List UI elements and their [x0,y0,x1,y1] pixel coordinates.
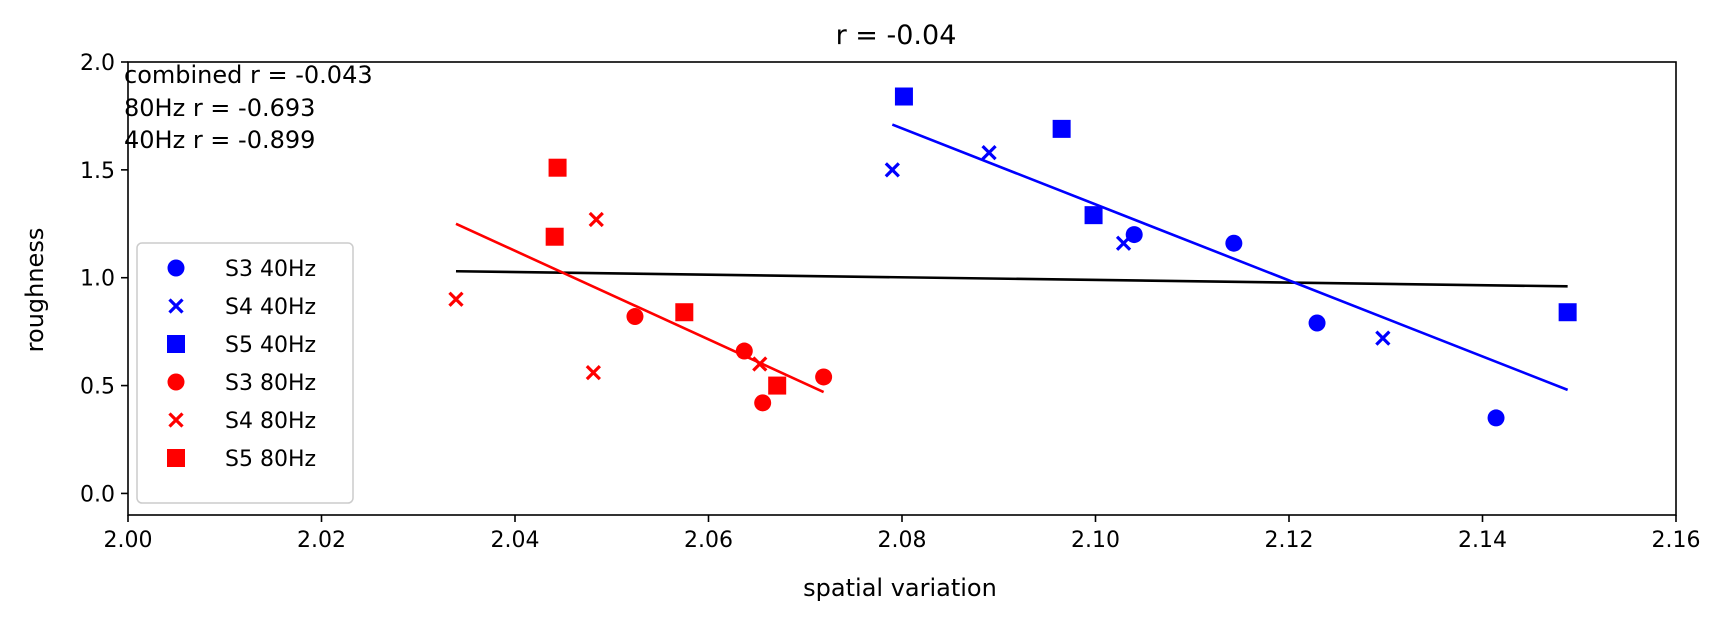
annotation-combined-r: combined r = -0.043 [124,61,373,89]
x-tick-label: 2.14 [1458,528,1507,553]
legend-label: S5 80Hz [225,447,316,472]
data-point-square-s5-p3 [768,376,787,395]
data-point-circle-s3-p3 [815,368,833,386]
x-tick-label: 2.06 [684,528,733,553]
data-point-square-s5-p0 [548,158,567,177]
fit-line-1 [455,222,825,394]
data-point-circle-s3-p0 [626,308,644,326]
y-tick-label: 1.5 [80,159,115,184]
x-axis: 2.00 2.02 2.04 2.06 2.08 2.10 2.12 2.14 2.16 [104,515,1701,553]
data-point-x-s1-p1 [981,144,997,161]
data-point-x-s4-p0 [448,291,464,307]
data-point-x-s1-p2 [1115,235,1132,251]
data-point-x-s1-p0 [884,162,900,178]
y-tick-label: 0.0 [80,482,115,507]
legend-box [136,242,354,504]
legend-label: S4 80Hz [225,409,316,434]
data-point-square-s5-p1 [545,227,564,246]
y-tick-label: 0.5 [80,375,115,400]
data-point-square-s2-p1 [1052,119,1071,138]
legend-label: S4 40Hz [225,295,316,320]
data-point-circle-s0-p2 [1308,314,1326,332]
x-tick-label: 2.02 [297,528,346,553]
data-point-circle-s3-p1 [735,342,753,360]
x-tick-label: 2.00 [104,528,153,553]
legend-label: S3 40Hz [225,257,316,282]
legend-marker-square-5 [167,449,185,467]
legend-marker-circle-0 [167,259,185,277]
data-point-circle-s0-p3 [1487,409,1505,427]
legend-label: S3 80Hz [225,371,316,396]
x-axis-label: spatial variation [803,574,997,602]
legend-marker-square-2 [167,335,185,353]
data-point-square-s5-p2 [675,303,694,322]
data-point-x-s4-p3 [752,356,768,372]
legend: S3 40Hz S4 40Hz S5 40Hz S3 80Hz S4 80Hz S5 80… [136,242,354,504]
legend-marker-circle-3 [167,373,185,391]
data-point-circle-s0-p1 [1225,234,1243,252]
y-axis: 0.0 0.5 1.0 1.5 2.0 [80,51,128,507]
x-tick-label: 2.08 [878,528,927,553]
data-points [448,87,1577,427]
data-point-square-s2-p2 [1084,206,1103,225]
fit-line-2 [891,123,1569,392]
y-tick-label: 1.0 [80,267,115,292]
data-point-x-s4-p1 [588,211,604,228]
annotation-80hz-r: 80Hz r = -0.693 [124,94,315,122]
legend-marker-x-4 [168,412,184,428]
chart-title: r = -0.04 [836,20,957,51]
fit-line-0 [455,269,1568,288]
data-point-x-s4-p2 [585,364,601,381]
data-point-square-s2-p0 [894,87,913,106]
y-axis-label: roughness [21,228,49,353]
fit-lines [455,123,1569,394]
y-tick-label: 2.0 [80,51,115,76]
legend-marker-x-1 [168,298,184,314]
x-tick-label: 2.16 [1652,528,1701,553]
data-point-square-s2-p3 [1558,303,1577,322]
annotation-40hz-r: 40Hz r = -0.899 [124,126,315,154]
legend-label: S5 40Hz [225,333,316,358]
x-tick-label: 2.10 [1071,528,1120,553]
x-tick-label: 2.04 [491,528,540,553]
data-point-circle-s3-p2 [754,394,772,412]
x-tick-label: 2.12 [1265,528,1314,553]
data-point-x-s1-p3 [1375,330,1391,346]
